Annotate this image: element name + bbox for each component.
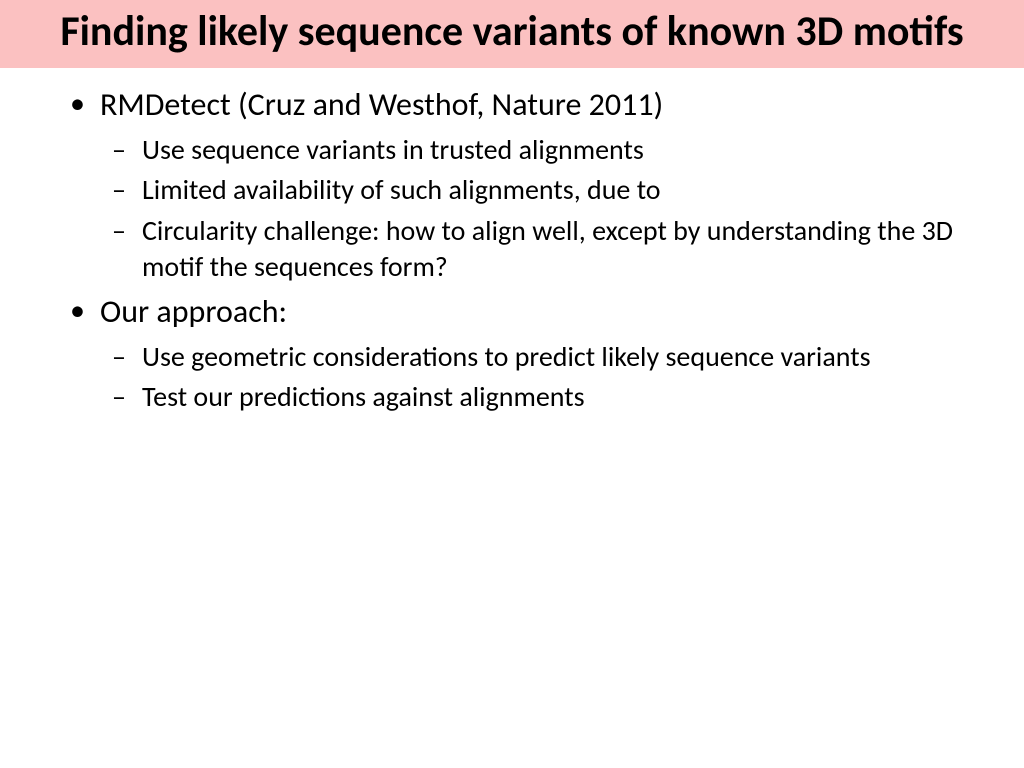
sub-bullet-text: Limited availability of such alignments,…	[142, 172, 661, 207]
sub-bullet-item: Test our predictions against alignments	[100, 379, 974, 415]
bullet-text: Our approach:	[100, 292, 287, 331]
bullet-list-level2: Use geometric considerations to predict …	[100, 339, 974, 416]
sub-bullet-item: Use geometric considerations to predict …	[100, 339, 974, 375]
slide-title: Finding likely sequence variants of know…	[20, 8, 1004, 56]
bullet-text: RMDetect (Cruz and Westhof, Nature 2011)	[100, 85, 663, 124]
sub-bullet-text: Circularity challenge: how to align well…	[142, 213, 953, 284]
bullet-item: Our approach: Use geometric consideratio…	[60, 291, 974, 415]
sub-bullet-text: Test our predictions against alignments	[142, 379, 585, 414]
sub-bullet-text: Use sequence variants in trusted alignme…	[142, 132, 644, 167]
sub-bullet-item: Circularity challenge: how to align well…	[100, 213, 974, 286]
bullet-list-level2: Use sequence variants in trusted alignme…	[100, 132, 974, 286]
slide-content: RMDetect (Cruz and Westhof, Nature 2011)…	[0, 68, 1024, 442]
title-banner: Finding likely sequence variants of know…	[0, 0, 1024, 68]
bullet-list-level1: RMDetect (Cruz and Westhof, Nature 2011)…	[60, 84, 974, 416]
sub-bullet-text: Use geometric considerations to predict …	[142, 339, 871, 374]
bullet-item: RMDetect (Cruz and Westhof, Nature 2011)…	[60, 84, 974, 285]
sub-bullet-item: Limited availability of such alignments,…	[100, 172, 974, 208]
sub-bullet-item: Use sequence variants in trusted alignme…	[100, 132, 974, 168]
